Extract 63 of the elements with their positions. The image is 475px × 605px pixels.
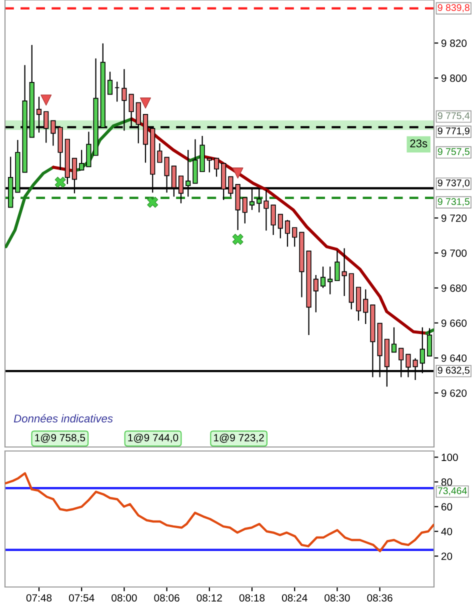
point bbox=[54, 176, 66, 188]
x-tick-label: 08:18 bbox=[239, 594, 265, 602]
y-tick-label: 9 620 bbox=[441, 389, 467, 397]
ref-line-label: 9 839,8 bbox=[438, 4, 470, 12]
y-tick-label: 20 bbox=[441, 552, 452, 560]
candlestick bbox=[356, 286, 362, 322]
x-tick-label: 08:24 bbox=[282, 594, 308, 602]
candlestick bbox=[157, 142, 162, 163]
y-tick-label: 80 bbox=[441, 478, 452, 486]
text: 73,464 bbox=[438, 487, 467, 496]
line-series bbox=[5, 472, 434, 552]
y-tick-label: 9 820 bbox=[441, 40, 467, 47]
x-tick-label: 08:36 bbox=[367, 594, 392, 602]
x-tick-label: 08:06 bbox=[154, 594, 180, 602]
y-tick-label: 9 700 bbox=[441, 249, 467, 257]
candlestick bbox=[328, 266, 333, 295]
y-tick-label: 9 680 bbox=[441, 284, 467, 292]
point bbox=[232, 234, 244, 245]
x-tick-label: 07:54 bbox=[68, 594, 94, 602]
point bbox=[40, 94, 52, 106]
annotation: 23s bbox=[410, 139, 428, 148]
candlestick bbox=[206, 158, 212, 173]
ref-line-label: 9 632,5 bbox=[438, 366, 470, 375]
x-tick-label: 07:48 bbox=[26, 594, 52, 602]
candlestick bbox=[292, 227, 298, 248]
candlestick bbox=[264, 189, 269, 232]
line-series bbox=[5, 166, 55, 248]
candlestick bbox=[334, 250, 340, 282]
y-tick-label: 9 640 bbox=[441, 354, 467, 362]
band-label: 9 775,4 bbox=[438, 112, 470, 120]
ref-line-label: 9 731,5 bbox=[438, 198, 470, 206]
y-tick-label: 100 bbox=[442, 454, 458, 462]
point bbox=[232, 168, 244, 179]
candlestick bbox=[391, 326, 397, 353]
candlestick bbox=[278, 214, 283, 239]
annotation: Données indicatives bbox=[14, 414, 113, 422]
ref-line-label: 9 771,9 bbox=[438, 127, 470, 136]
candlestick bbox=[320, 266, 326, 289]
candlestick bbox=[214, 158, 220, 178]
y-tick-label: 9 720 bbox=[441, 214, 467, 222]
x-tick-label: 08:30 bbox=[324, 594, 350, 602]
point bbox=[140, 98, 151, 109]
x-tick-label: 08:12 bbox=[196, 594, 222, 602]
y-tick-label: 9 660 bbox=[441, 319, 467, 327]
y-tick-label: 9 800 bbox=[441, 74, 467, 82]
candlestick bbox=[342, 248, 347, 297]
annotation: 1@9 744,0 bbox=[128, 434, 178, 443]
annotation: 1@9 758,5 bbox=[35, 434, 86, 443]
x-tick-label: 08:00 bbox=[112, 594, 137, 602]
candlestick bbox=[79, 149, 84, 171]
ref-line-label: 9 737,0 bbox=[438, 179, 470, 188]
annotation: 1@9 723,2 bbox=[214, 434, 264, 443]
candlestick bbox=[270, 204, 276, 236]
candlestick bbox=[107, 71, 113, 95]
candlestick bbox=[242, 197, 248, 224]
candlestick bbox=[313, 274, 318, 313]
point bbox=[147, 196, 158, 208]
candlestick bbox=[426, 328, 432, 357]
candlestick bbox=[363, 288, 368, 325]
y-tick-label: 60 bbox=[441, 503, 452, 511]
y-tick-label: 40 bbox=[441, 528, 452, 536]
text: 9 757,5 bbox=[438, 148, 470, 156]
candlestick bbox=[284, 219, 290, 248]
